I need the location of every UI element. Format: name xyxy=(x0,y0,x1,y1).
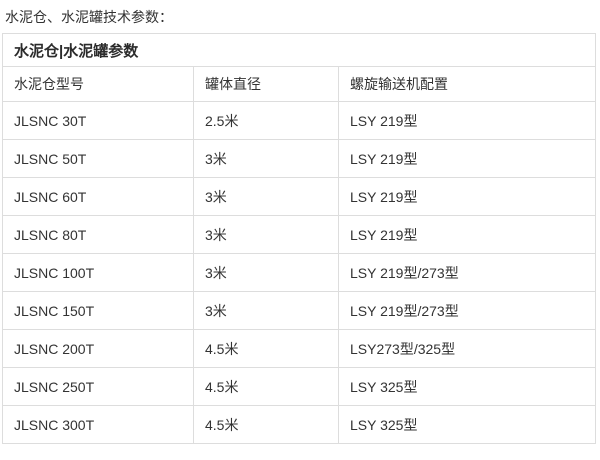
table-cell: JLSNC 150T xyxy=(2,291,194,330)
table-cell: 3米 xyxy=(193,215,339,254)
column-header-row: 水泥仓型号 罐体直径 螺旋输送机配置 xyxy=(2,66,597,102)
table-cell: JLSNC 50T xyxy=(2,139,194,178)
table-row: JLSNC 80T 3米 LSY 219型 xyxy=(2,215,597,254)
table-row: JLSNC 150T 3米 LSY 219型/273型 xyxy=(2,291,597,330)
table-cell: JLSNC 60T xyxy=(2,177,194,216)
column-header: 罐体直径 xyxy=(193,66,339,102)
table-cell: LSY 219型 xyxy=(337,177,597,216)
table-cell: JLSNC 100T xyxy=(2,253,194,292)
table-title-row: 水泥仓|水泥罐参数 xyxy=(1,33,597,67)
table-body: JLSNC 30T 2.5米 LSY 219型 JLSNC 50T 3米 LSY 219型… xyxy=(2,101,597,444)
table-cell: 3米 xyxy=(193,253,339,292)
table-row: JLSNC 200T 4.5米 LSY273型/325型 xyxy=(2,329,597,368)
table-cell: 4.5米 xyxy=(193,405,339,444)
table-cell: JLSNC 80T xyxy=(2,215,194,254)
table-cell: LSY 219型 xyxy=(337,139,597,178)
table-cell: JLSNC 30T xyxy=(2,101,194,140)
table-cell: JLSNC 200T xyxy=(2,329,194,368)
intro-text: 水泥仓、水泥罐技术参数： xyxy=(5,9,173,25)
table-cell: LSY 219型 xyxy=(337,101,597,140)
table-cell: 3米 xyxy=(193,291,339,330)
table-title: 水泥仓|水泥罐参数 xyxy=(1,33,597,67)
table-cell: LSY 325型 xyxy=(337,405,597,444)
table-cell: LSY273型/325型 xyxy=(337,329,597,368)
table-row: JLSNC 50T 3米 LSY 219型 xyxy=(2,139,597,178)
table-row: JLSNC 60T 3米 LSY 219型 xyxy=(2,177,597,216)
table-row: JLSNC 250T 4.5米 LSY 325型 xyxy=(2,367,597,406)
column-header: 水泥仓型号 xyxy=(2,66,194,102)
table-cell: JLSNC 250T xyxy=(2,367,194,406)
table-row: JLSNC 100T 3米 LSY 219型/273型 xyxy=(2,253,597,292)
table-cell: JLSNC 300T xyxy=(2,405,194,444)
table-cell: LSY 219型/273型 xyxy=(337,291,597,330)
table-cell: 4.5米 xyxy=(193,329,339,368)
cement-silo-parameters-table: 水泥仓|水泥罐参数 水泥仓型号 罐体直径 螺旋输送机配置 JLSNC 30T 2.5米… xyxy=(1,33,597,444)
table-cell: 4.5米 xyxy=(193,367,339,406)
table-cell: 2.5米 xyxy=(193,101,339,140)
table-cell: 3米 xyxy=(193,139,339,178)
table-cell: LSY 219型 xyxy=(337,215,597,254)
table-cell: LSY 325型 xyxy=(337,367,597,406)
column-header: 螺旋输送机配置 xyxy=(337,66,597,102)
table-row: JLSNC 300T 4.5米 LSY 325型 xyxy=(2,405,597,444)
table-row: JLSNC 30T 2.5米 LSY 219型 xyxy=(2,101,597,140)
table-cell: LSY 219型/273型 xyxy=(337,253,597,292)
table-cell: 3米 xyxy=(193,177,339,216)
